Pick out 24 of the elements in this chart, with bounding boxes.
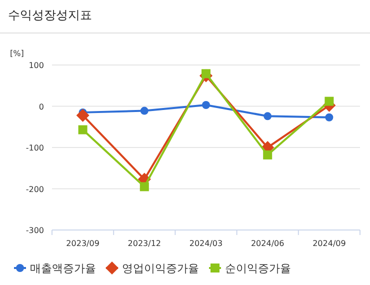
point	[324, 96, 334, 106]
point	[264, 112, 272, 120]
x-tick-label: 2024/09	[312, 239, 346, 248]
chart-title: 수익성장성지표	[8, 8, 92, 22]
legend-label: 영업이익증가율	[122, 262, 199, 275]
y-tick-label: 0	[38, 102, 44, 112]
point	[140, 182, 149, 192]
y-axis-title: [%]	[10, 49, 24, 58]
x-tick-label: 2024/03	[189, 239, 223, 248]
point	[76, 108, 90, 122]
point	[202, 101, 210, 110]
y-tick-label: -300	[26, 226, 44, 235]
point	[140, 106, 148, 115]
point	[78, 125, 88, 134]
x-tick-label: 2024/06	[250, 239, 284, 248]
y-tick-label: -100	[26, 144, 44, 152]
legend-label: 매출액증가율	[30, 262, 96, 275]
y-tick-label: 100	[28, 61, 44, 70]
y-tick-label: -200	[26, 184, 44, 194]
point	[325, 113, 334, 122]
point	[263, 150, 272, 160]
legend-label: 순이익증가율	[225, 262, 291, 275]
x-tick-label: 2023/12	[128, 239, 162, 248]
x-tick-label: 2023/09	[66, 239, 100, 248]
